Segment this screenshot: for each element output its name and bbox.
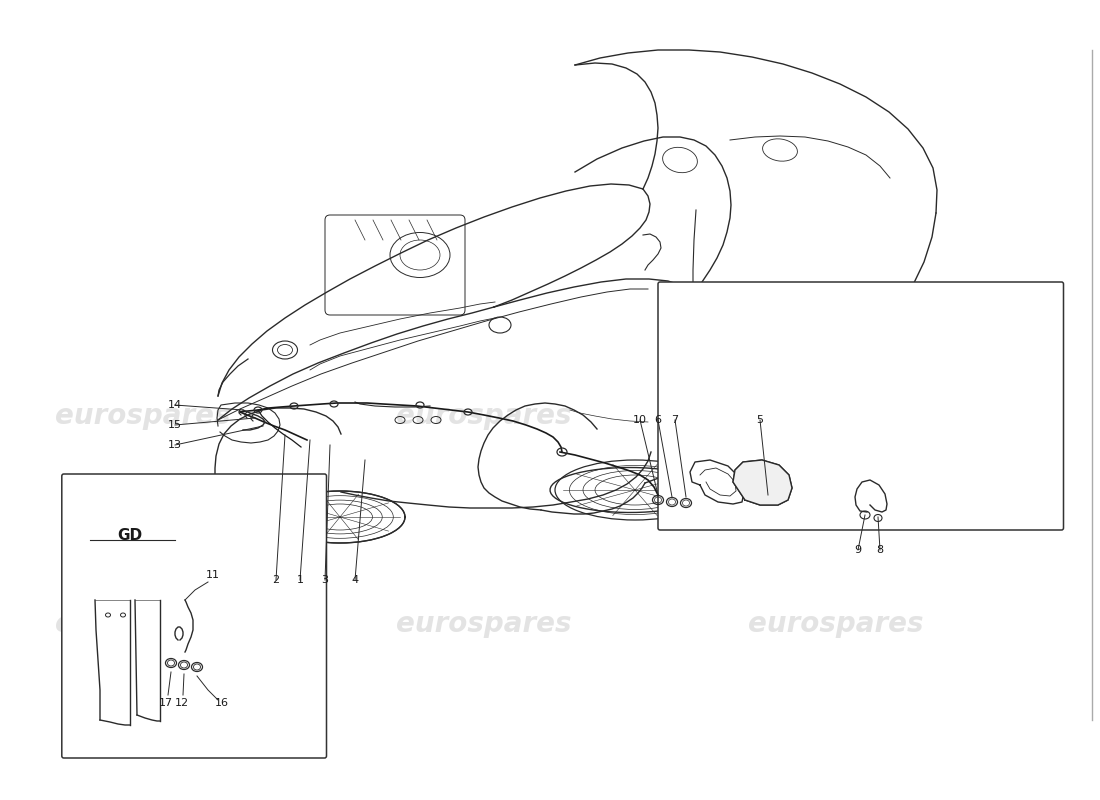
Text: 13: 13 — [168, 440, 182, 450]
Text: eurospares: eurospares — [748, 402, 924, 430]
Text: 12: 12 — [175, 698, 189, 708]
Text: 4: 4 — [351, 575, 359, 585]
Text: 3: 3 — [321, 575, 329, 585]
Polygon shape — [733, 460, 792, 505]
Text: eurospares: eurospares — [396, 402, 572, 430]
Text: 14: 14 — [168, 400, 183, 410]
Text: 10: 10 — [632, 415, 647, 425]
FancyBboxPatch shape — [62, 474, 327, 758]
FancyBboxPatch shape — [658, 282, 1064, 530]
Text: 16: 16 — [214, 698, 229, 708]
Text: 15: 15 — [168, 420, 182, 430]
Text: eurospares: eurospares — [55, 402, 231, 430]
Text: 5: 5 — [757, 415, 763, 425]
Text: GD: GD — [118, 527, 143, 542]
Text: 1: 1 — [297, 575, 304, 585]
Text: 7: 7 — [671, 415, 679, 425]
Text: 2: 2 — [273, 575, 279, 585]
Text: 11: 11 — [206, 570, 220, 580]
Text: eurospares: eurospares — [748, 610, 924, 638]
Text: 6: 6 — [654, 415, 661, 425]
Text: 8: 8 — [877, 545, 883, 555]
Text: 17: 17 — [158, 698, 173, 708]
Text: eurospares: eurospares — [55, 610, 231, 638]
Text: 9: 9 — [855, 545, 861, 555]
Text: eurospares: eurospares — [396, 610, 572, 638]
